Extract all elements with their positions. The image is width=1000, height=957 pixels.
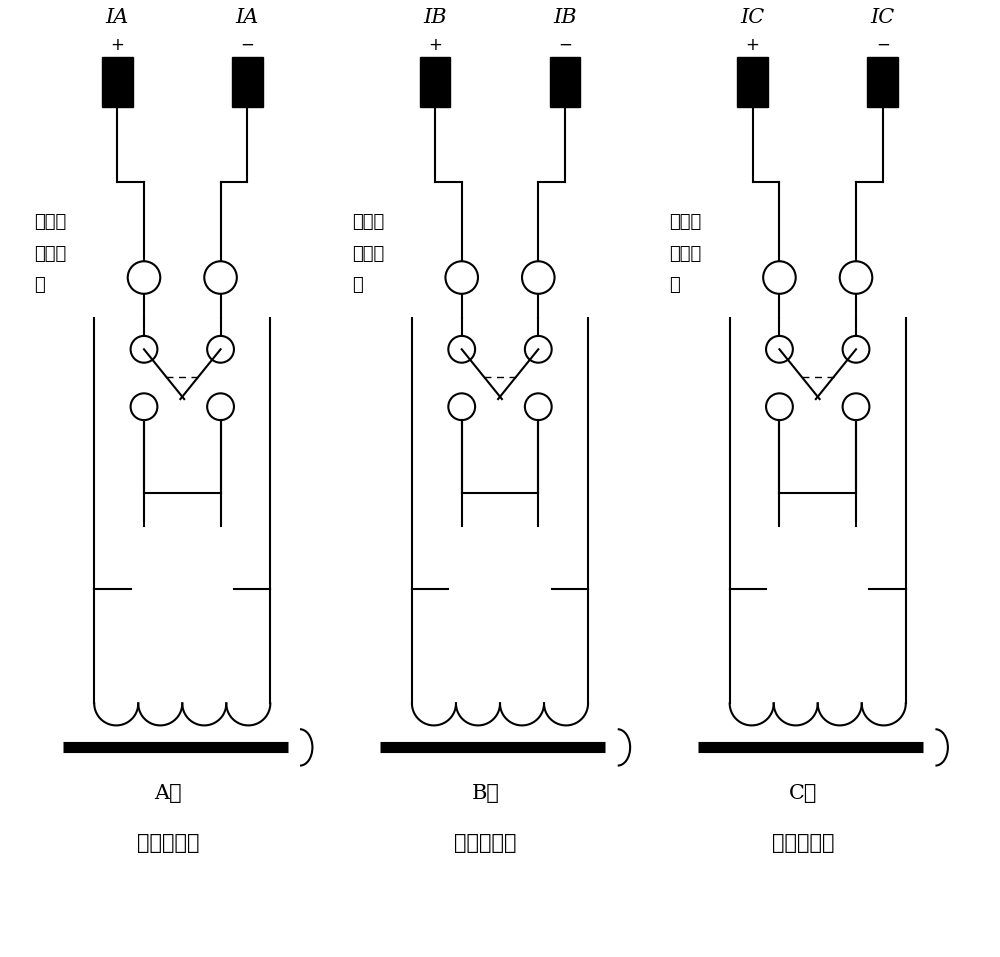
Text: 双刀双: 双刀双: [352, 213, 384, 231]
Bar: [550, 57, 580, 107]
Text: IC: IC: [741, 8, 765, 27]
Text: B相: B相: [472, 784, 500, 803]
Text: 器: 器: [34, 277, 45, 294]
Text: C相: C相: [789, 784, 818, 803]
Bar: [737, 57, 768, 107]
Text: 器: 器: [352, 277, 362, 294]
Text: +: +: [428, 36, 442, 54]
Text: IA: IA: [106, 8, 129, 27]
Text: 双刀双: 双刀双: [669, 213, 702, 231]
Bar: [420, 57, 450, 107]
Text: −: −: [876, 36, 890, 54]
Text: IC: IC: [871, 8, 895, 27]
Text: 穿心互感器: 穿心互感器: [772, 834, 835, 853]
Text: +: +: [110, 36, 124, 54]
Text: +: +: [746, 36, 760, 54]
Text: 掘继电: 掘继电: [34, 245, 66, 262]
Bar: [102, 57, 133, 107]
Text: IA: IA: [236, 8, 259, 27]
Text: −: −: [240, 36, 254, 54]
Text: 掘继电: 掘继电: [352, 245, 384, 262]
Text: A相: A相: [154, 784, 182, 803]
Text: 穿心互感器: 穿心互感器: [137, 834, 199, 853]
Text: IB: IB: [423, 8, 447, 27]
Text: 穿心互感器: 穿心互感器: [454, 834, 517, 853]
Bar: [232, 57, 263, 107]
Text: 双刀双: 双刀双: [34, 213, 66, 231]
Text: 器: 器: [669, 277, 680, 294]
Text: 掘继电: 掘继电: [669, 245, 702, 262]
Bar: [867, 57, 898, 107]
Text: −: −: [558, 36, 572, 54]
Text: IB: IB: [553, 8, 577, 27]
